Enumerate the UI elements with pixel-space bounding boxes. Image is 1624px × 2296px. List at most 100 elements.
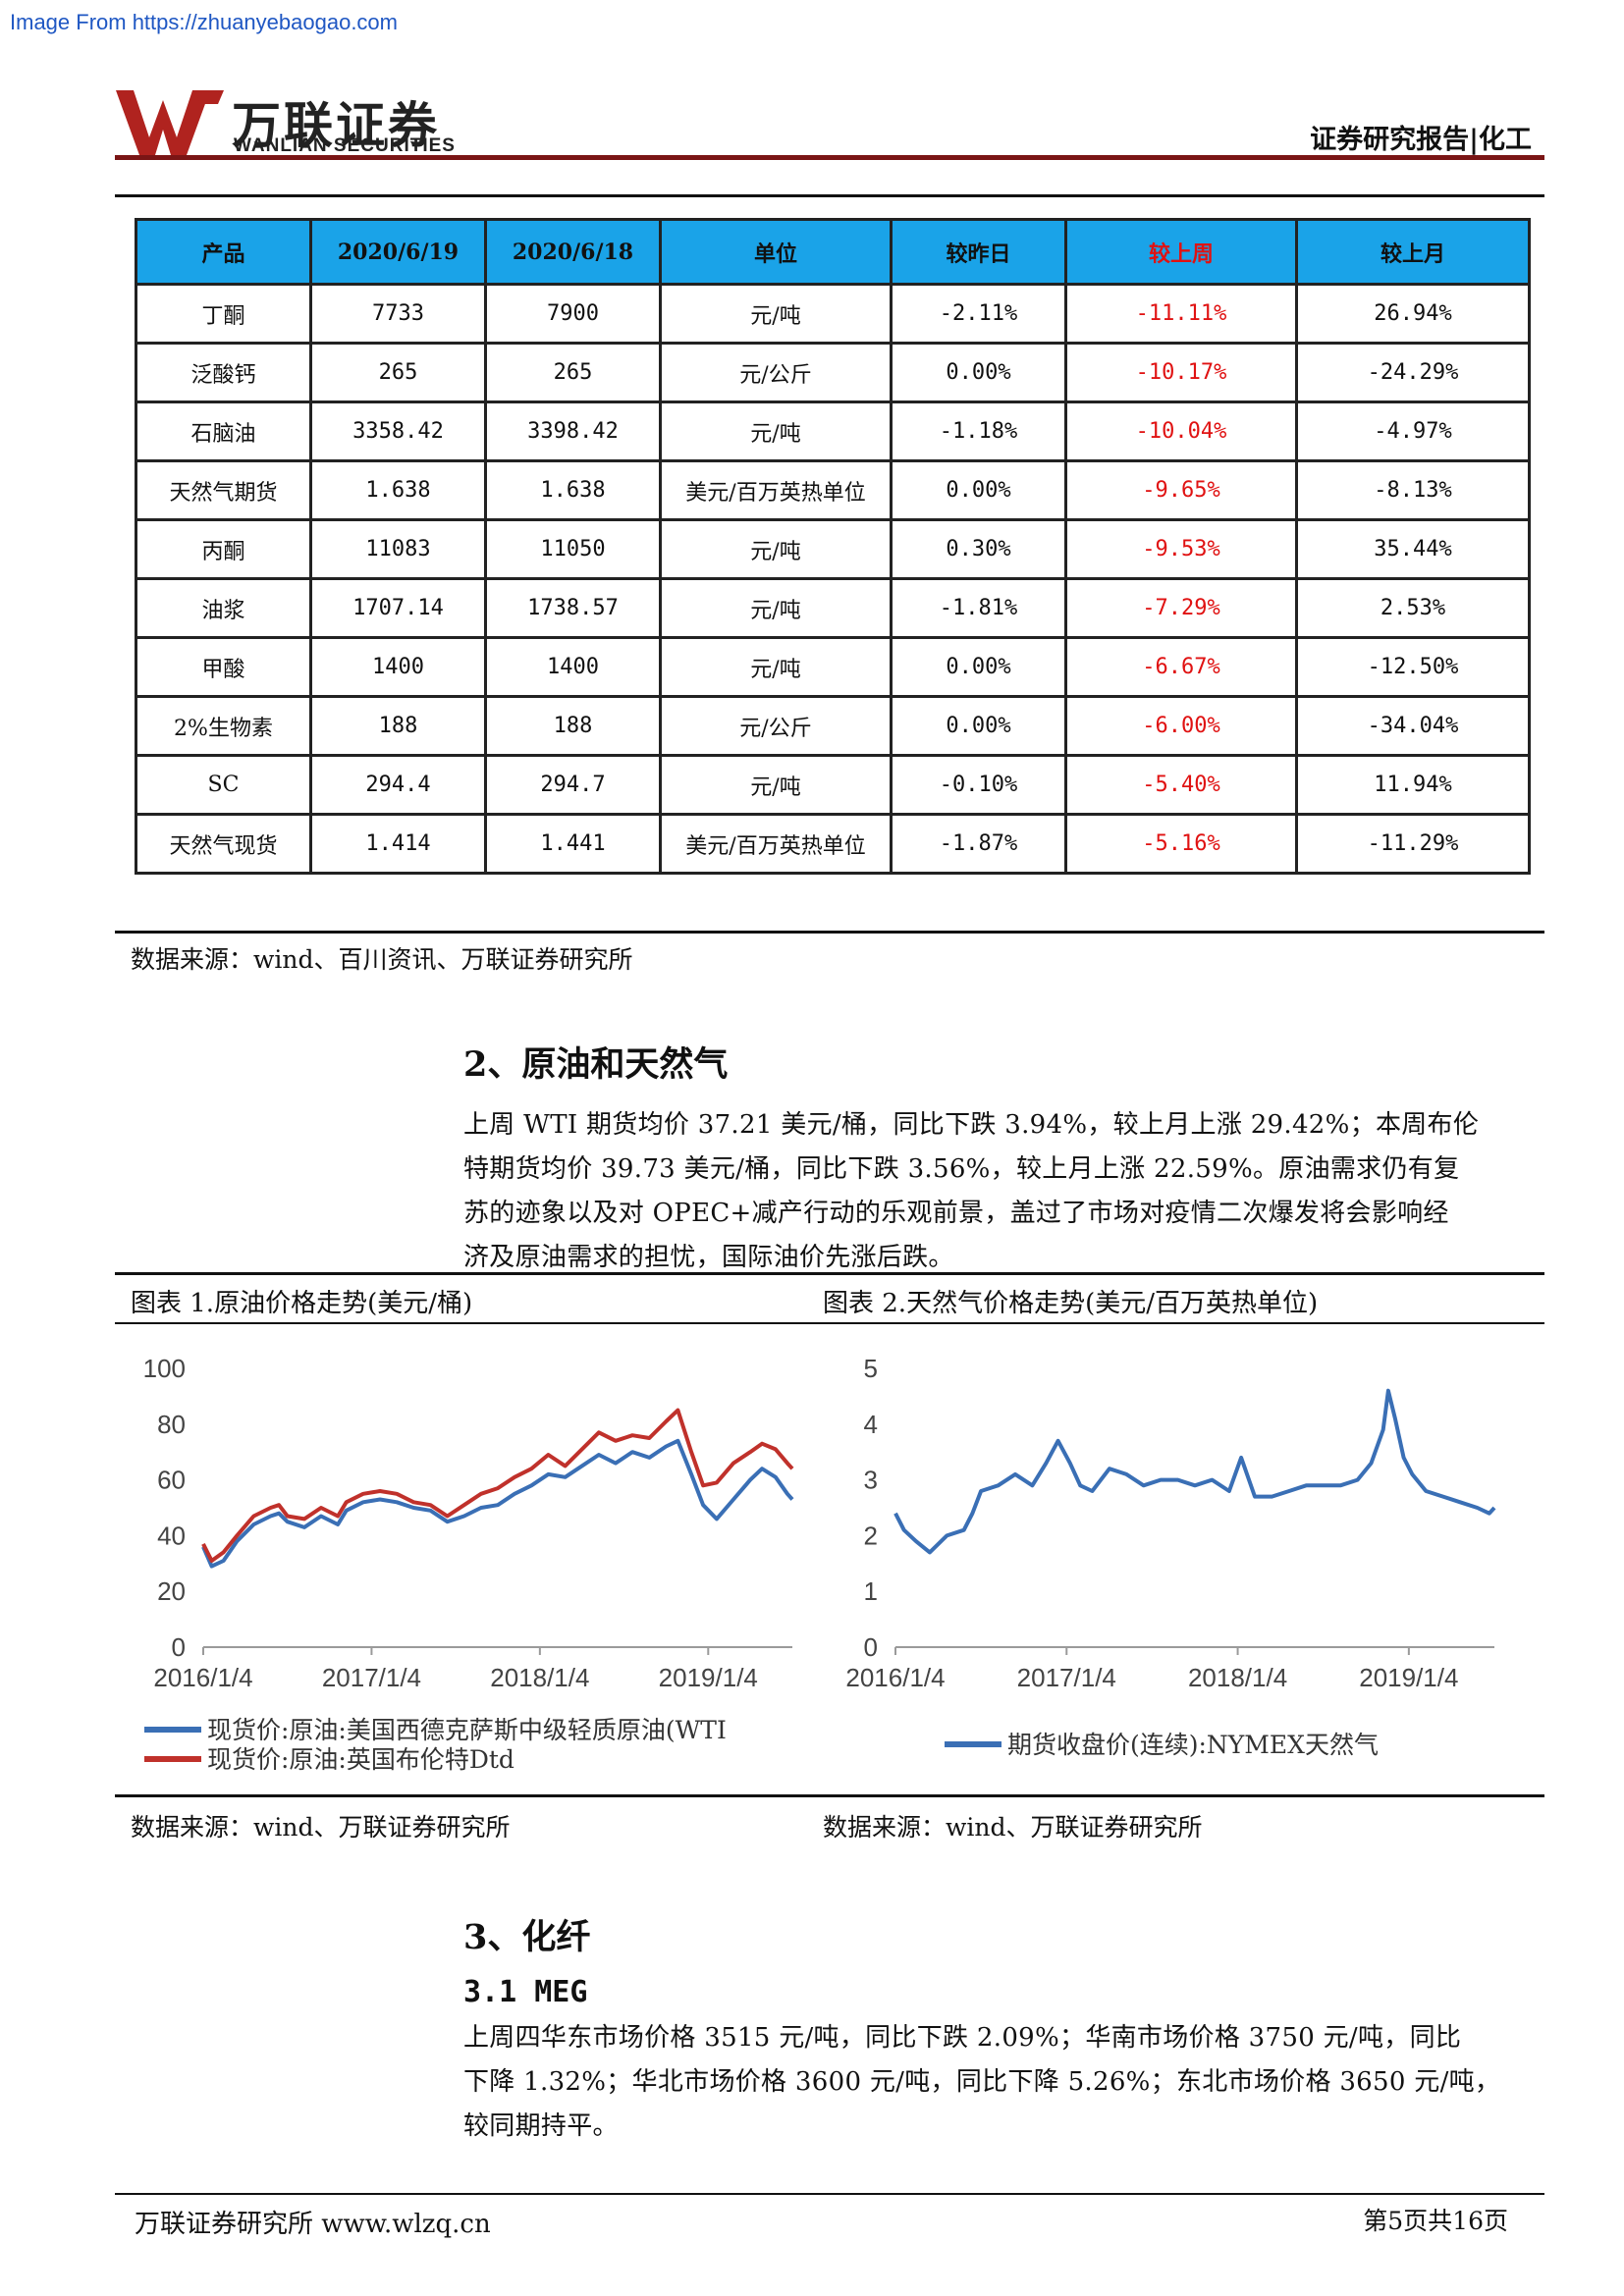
- footer-website: 万联证券研究所 www.wlzq.cn: [135, 2210, 491, 2239]
- x-tick-label: 2019/1/4: [659, 1663, 758, 1692]
- crude-oil-chart: 0 20 40 60 80 100 2016/1/4 2017/1/4 2018/1/4 2019…: [143, 1354, 794, 1774]
- image-source-link[interactable]: Image From https://zhuanyebaogao.com: [10, 10, 398, 34]
- figure-1-source: 数据来源：wind、万联证券研究所: [131, 1813, 511, 1842]
- y-tick-label: 2: [864, 1521, 878, 1550]
- x-tick-label: 2017/1/4: [1017, 1663, 1116, 1692]
- cell-vs-last-week: -10.04%: [1064, 400, 1298, 462]
- y-tick-label: 60: [157, 1466, 186, 1495]
- wanlian-logo-icon: [116, 90, 224, 155]
- cell-date1: 3358.42: [309, 400, 487, 462]
- cell-vs-yesterday: 0.00%: [890, 695, 1067, 757]
- cell-date1: 1400: [309, 636, 487, 698]
- section-3-paragraph: 上周四华东市场价格 3515 元/吨，同比下跌 2.09%；华南市场价格 375…: [463, 2016, 1534, 2149]
- natural-gas-chart: 0 1 2 3 4 5 2016/1/4 2017/1/4 2018/1/4 2019/1/4 期货…: [845, 1354, 1496, 1759]
- cell-vs-yesterday: 0.00%: [890, 342, 1067, 403]
- cell-vs-last-month: -24.29%: [1295, 342, 1531, 403]
- y-tick-label: 100: [143, 1354, 186, 1383]
- cell-date1: 1707.14: [309, 577, 487, 639]
- cell-vs-last-week: -6.00%: [1064, 695, 1298, 757]
- table-row: 石脑油 3358.42 3398.42 元/吨 -1.18% -10.04% -4.97%: [135, 400, 1531, 462]
- section-3-title: 3、化纤: [463, 1917, 591, 1957]
- paragraph-line: 下降 1.32%；华北市场价格 3600 元/吨，同比下降 5.26%；东北市场…: [463, 2067, 1501, 2097]
- cell-vs-yesterday: 0.00%: [890, 459, 1067, 521]
- cell-vs-last-month: -12.50%: [1295, 636, 1531, 698]
- cell-date1: 265: [309, 342, 487, 403]
- logo-english-text: WANLIAN SECURITIES: [234, 135, 456, 156]
- y-tick-label: 4: [864, 1410, 878, 1439]
- cell-date1: 7733: [309, 283, 487, 345]
- col-header-unit: 单位: [659, 218, 893, 286]
- col-header-vs-yesterday: 较昨日: [890, 218, 1067, 286]
- cell-unit: 元/公斤: [659, 342, 893, 403]
- cell-product: 丁酮: [135, 283, 312, 345]
- col-header-product: 产品: [135, 218, 312, 286]
- legend-label: 期货收盘价(连续):NYMEX天然气: [1007, 1731, 1379, 1759]
- col-header-date-2: 2020/6/18: [484, 218, 662, 286]
- y-tick-label: 20: [157, 1576, 186, 1606]
- series-line: [201, 1438, 794, 1569]
- cell-unit: 美元/百万英热单位: [659, 813, 893, 875]
- x-tick-label: 2018/1/4: [490, 1663, 589, 1692]
- cell-vs-yesterday: -0.10%: [890, 754, 1067, 816]
- footer-rule: [115, 2193, 1544, 2195]
- cell-date2: 188: [484, 695, 662, 757]
- cell-vs-yesterday: -1.87%: [890, 813, 1067, 875]
- cell-unit: 元/公斤: [659, 695, 893, 757]
- x-tick-label: 2017/1/4: [322, 1663, 421, 1692]
- table-row: 天然气期货 1.638 1.638 美元/百万英热单位 0.00% -9.65% -8.13…: [135, 459, 1531, 521]
- table-row: 丁酮 7733 7900 元/吨 -2.11% -11.11% 26.94%: [135, 283, 1531, 345]
- y-tick-label: 1: [864, 1576, 878, 1606]
- cell-product: 天然气现货: [135, 813, 312, 875]
- header-divider-black: [115, 194, 1544, 197]
- cell-unit: 美元/百万英热单位: [659, 459, 893, 521]
- cell-vs-last-week: -11.11%: [1064, 283, 1298, 345]
- header-divider: [115, 155, 1544, 160]
- cell-date2: 3398.42: [484, 400, 662, 462]
- cell-vs-last-month: -8.13%: [1295, 459, 1531, 521]
- cell-vs-last-week: -6.67%: [1064, 636, 1298, 698]
- cell-product: 丙酮: [135, 518, 312, 580]
- cell-date2: 11050: [484, 518, 662, 580]
- report-type-label: 证券研究报告|化工: [1310, 125, 1532, 155]
- cell-date2: 265: [484, 342, 662, 403]
- cell-date2: 1738.57: [484, 577, 662, 639]
- cell-vs-last-week: -9.65%: [1064, 459, 1298, 521]
- cell-date1: 11083: [309, 518, 487, 580]
- cell-product: 泛酸钙: [135, 342, 312, 403]
- cell-vs-last-month: 35.44%: [1295, 518, 1531, 580]
- cell-date2: 1400: [484, 636, 662, 698]
- cell-vs-last-month: 11.94%: [1295, 754, 1531, 816]
- cell-vs-last-month: 26.94%: [1295, 283, 1531, 345]
- cell-vs-yesterday: -1.18%: [890, 400, 1067, 462]
- y-tick-label: 80: [157, 1410, 186, 1439]
- cell-unit: 元/吨: [659, 636, 893, 698]
- cell-product: SC: [135, 754, 312, 816]
- legend-label: 现货价:原油:英国布伦特Dtd: [207, 1745, 514, 1774]
- cell-vs-yesterday: 0.30%: [890, 518, 1067, 580]
- figures-top-rule: [115, 1272, 1544, 1275]
- cell-date2: 7900: [484, 283, 662, 345]
- section-3-1-title: 3.1 MEG: [463, 1975, 588, 2009]
- x-tick-label: 2016/1/4: [845, 1663, 945, 1692]
- logo-chinese-text: 万联证券: [232, 97, 440, 154]
- table-row: 天然气现货 1.414 1.441 美元/百万英热单位 -1.87% -5.16% -11.…: [135, 813, 1531, 875]
- cell-vs-last-month: -4.97%: [1295, 400, 1531, 462]
- cell-vs-yesterday: -1.81%: [890, 577, 1067, 639]
- cell-date1: 1.638: [309, 459, 487, 521]
- cell-date2: 294.7: [484, 754, 662, 816]
- cell-vs-yesterday: 0.00%: [890, 636, 1067, 698]
- cell-date1: 188: [309, 695, 487, 757]
- paragraph-line: 较同期持平。: [463, 2111, 619, 2141]
- cell-product: 油浆: [135, 577, 312, 639]
- figure-1-caption: 图表 1.原油价格走势(美元/桶): [131, 1289, 473, 1318]
- series-line: [201, 1408, 794, 1563]
- table-row: 甲酸 1400 1400 元/吨 0.00% -6.67% -12.50%: [135, 636, 1531, 698]
- legend-label: 现货价:原油:美国西德克萨斯中级轻质原油(WTI: [207, 1716, 727, 1744]
- section-2-title: 2、原油和天然气: [463, 1044, 729, 1085]
- cell-product: 石脑油: [135, 400, 312, 462]
- y-tick-label: 3: [864, 1466, 878, 1495]
- x-tick-label: 2016/1/4: [153, 1663, 252, 1692]
- cell-vs-last-week: -10.17%: [1064, 342, 1298, 403]
- cell-date1: 1.414: [309, 813, 487, 875]
- cell-product: 天然气期货: [135, 459, 312, 521]
